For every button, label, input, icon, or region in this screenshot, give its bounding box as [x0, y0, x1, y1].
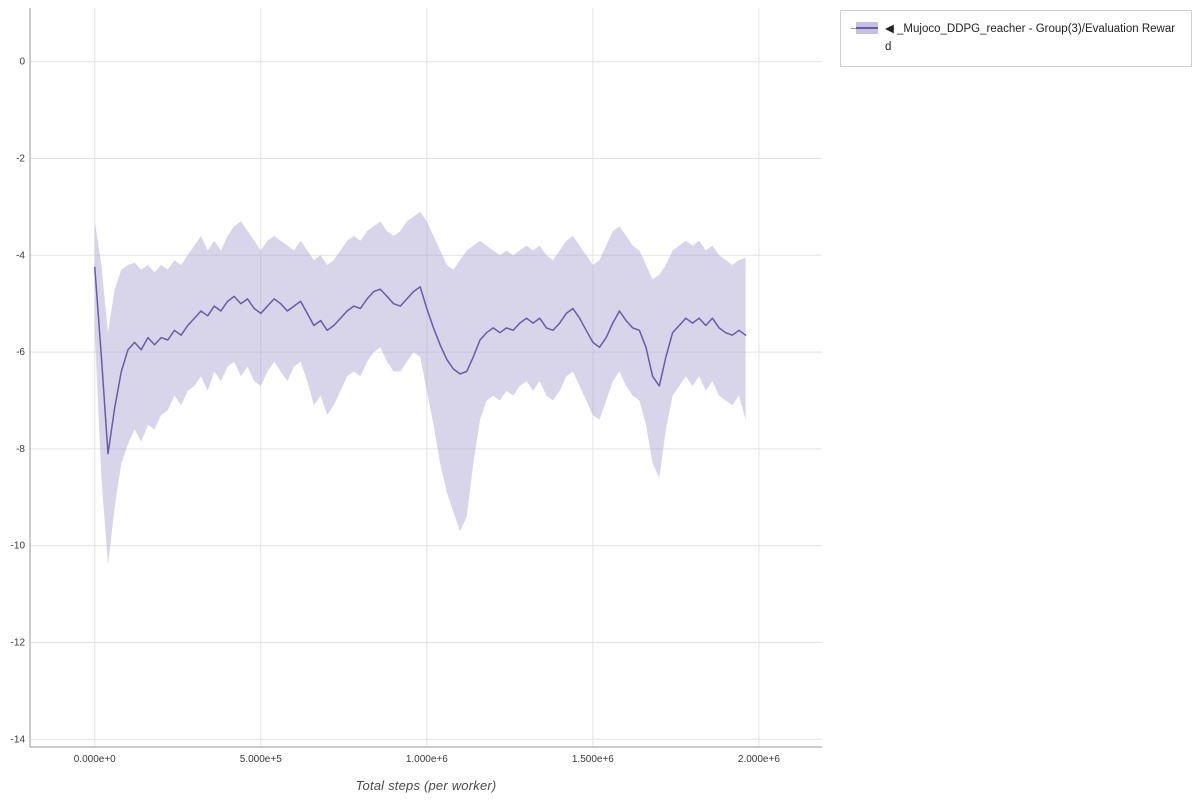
x-tick-label: 0.000e+0 — [74, 754, 116, 765]
x-tick-label: 2.000e+6 — [738, 754, 780, 765]
legend-item-evaluation-reward[interactable]: ◀ _Mujoco_DDPG_reacher - Group(3)/Evalua… — [840, 10, 1192, 67]
legend-label: ◀ _Mujoco_DDPG_reacher - Group(3)/Evalua… — [885, 23, 1176, 54]
x-tick-label: 1.000e+6 — [406, 754, 448, 765]
x-tick-label: 5.000e+5 — [240, 754, 282, 765]
y-tick-label: -2 — [16, 154, 25, 165]
y-tick-label: -8 — [16, 444, 25, 455]
grid-layer — [30, 8, 822, 747]
y-tick-label: -12 — [11, 637, 26, 648]
y-tick-label: 0 — [19, 57, 25, 68]
y-tick-label: -10 — [11, 541, 26, 552]
legend-line-icon — [851, 27, 856, 29]
chart-container: 0 -2 -4 -6 -8 -10 -12 -14 0.000e+0 5.000e+5 1.000e… — [0, 0, 830, 800]
x-axis-label: Total steps (per worker) — [355, 778, 497, 793]
x-tick-label: 1.500e+6 — [572, 754, 614, 765]
y-tick-label: -6 — [16, 347, 25, 358]
axes — [29, 8, 822, 748]
tick-labels: 0 -2 -4 -6 -8 -10 -12 -14 0.000e+0 5.000e+5 1.000e… — [11, 57, 781, 765]
y-tick-label: -14 — [11, 734, 26, 745]
legend-swatch-wrap — [851, 22, 878, 34]
y-tick-label: -4 — [16, 250, 25, 261]
chart-plot-area[interactable]: 0 -2 -4 -6 -8 -10 -12 -14 0.000e+0 5.000e+5 1.000e… — [0, 0, 830, 800]
legend-band-swatch-icon — [856, 22, 878, 34]
mean-line — [94, 266, 747, 455]
confidence-band — [94, 211, 746, 565]
